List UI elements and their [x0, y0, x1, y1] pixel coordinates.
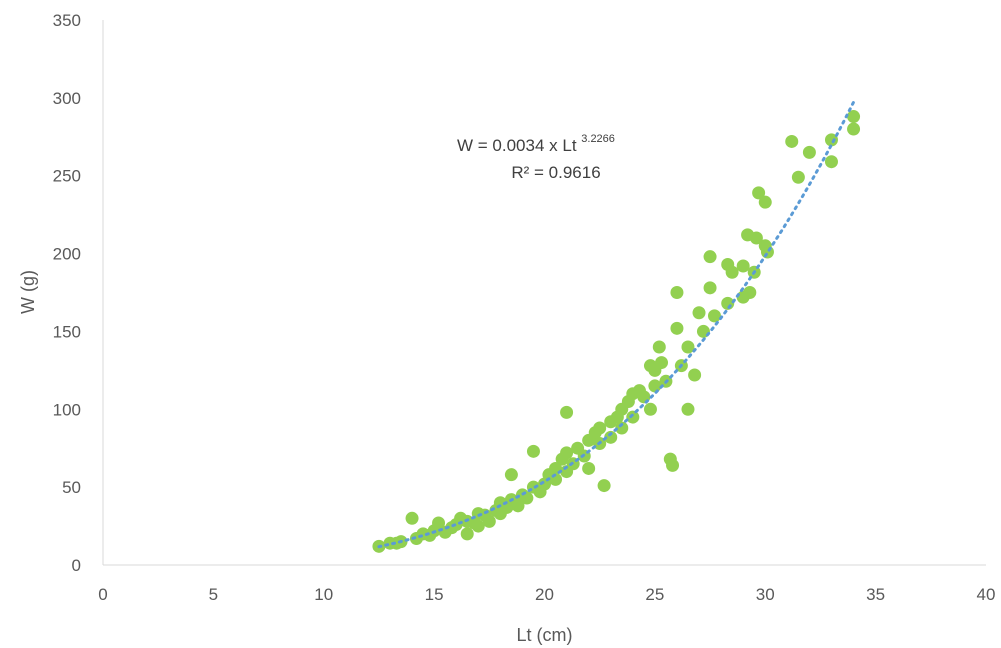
- x-tick-label: 15: [425, 585, 444, 604]
- x-tick-label: 40: [977, 585, 996, 604]
- data-point: [582, 461, 596, 475]
- data-point: [652, 340, 666, 354]
- data-point: [560, 446, 574, 460]
- x-axis-title: Lt (cm): [517, 625, 573, 645]
- data-point: [593, 421, 607, 435]
- data-point: [802, 145, 816, 159]
- data-point: [681, 402, 695, 416]
- data-point: [785, 134, 799, 148]
- data-point: [692, 306, 706, 320]
- data-point: [847, 110, 861, 124]
- data-point: [626, 410, 640, 424]
- data-point: [504, 468, 518, 482]
- data-point: [688, 368, 702, 382]
- y-tick-label: 250: [53, 167, 81, 186]
- data-point: [791, 170, 805, 184]
- data-point: [432, 516, 446, 530]
- data-point: [604, 430, 618, 444]
- data-point: [597, 479, 611, 493]
- data-point: [670, 286, 684, 299]
- y-tick-label: 150: [53, 322, 81, 341]
- x-tick-label: 5: [209, 585, 218, 604]
- data-point: [824, 133, 838, 147]
- data-points: [372, 110, 861, 553]
- data-point: [736, 259, 750, 273]
- y-tick-label: 300: [53, 89, 81, 108]
- y-tick-label: 200: [53, 245, 81, 264]
- data-point: [526, 444, 540, 458]
- data-point: [743, 286, 757, 299]
- y-axis-title: W (g): [18, 270, 38, 314]
- y-tick-label: 350: [53, 11, 81, 30]
- x-tick-label: 0: [98, 585, 107, 604]
- data-point: [643, 402, 657, 416]
- data-point: [405, 511, 419, 525]
- x-tick-label: 30: [756, 585, 775, 604]
- x-tick-label: 35: [866, 585, 885, 604]
- data-point: [752, 186, 766, 200]
- y-tick-label: 100: [53, 400, 81, 419]
- y-tick-labels: 0 50 100 150 200 250 300 350: [53, 11, 81, 575]
- data-point: [725, 265, 739, 279]
- data-point: [648, 379, 662, 393]
- x-tick-label: 20: [535, 585, 554, 604]
- data-point: [760, 245, 774, 259]
- data-point: [681, 340, 695, 354]
- data-point: [670, 321, 684, 335]
- x-tick-label: 25: [645, 585, 664, 604]
- data-point: [560, 405, 574, 419]
- data-point: [703, 281, 717, 295]
- equation-exponent: 3.2266: [581, 133, 615, 145]
- data-point: [703, 250, 717, 264]
- y-tick-label: 50: [62, 478, 81, 497]
- data-point: [666, 458, 680, 472]
- data-point: [847, 122, 861, 136]
- data-point: [758, 195, 772, 209]
- power-trendline: [377, 100, 855, 549]
- x-tick-labels: 0 5 10 15 20 25 30 35 40: [98, 585, 995, 604]
- trendline-equation: W = 0.0034 x Lt 3.2266: [457, 133, 615, 155]
- equation-main: W = 0.0034 x Lt: [457, 136, 581, 155]
- data-point: [654, 356, 668, 370]
- data-point: [460, 527, 474, 541]
- data-point: [471, 519, 485, 533]
- x-tick-label: 10: [314, 585, 333, 604]
- data-point: [615, 421, 629, 435]
- data-point: [824, 155, 838, 169]
- data-point: [707, 309, 721, 323]
- data-point: [511, 499, 525, 513]
- r-squared: R² = 0.9616: [511, 163, 600, 182]
- data-point: [482, 514, 496, 528]
- y-tick-label: 0: [72, 556, 81, 575]
- data-point: [749, 231, 763, 245]
